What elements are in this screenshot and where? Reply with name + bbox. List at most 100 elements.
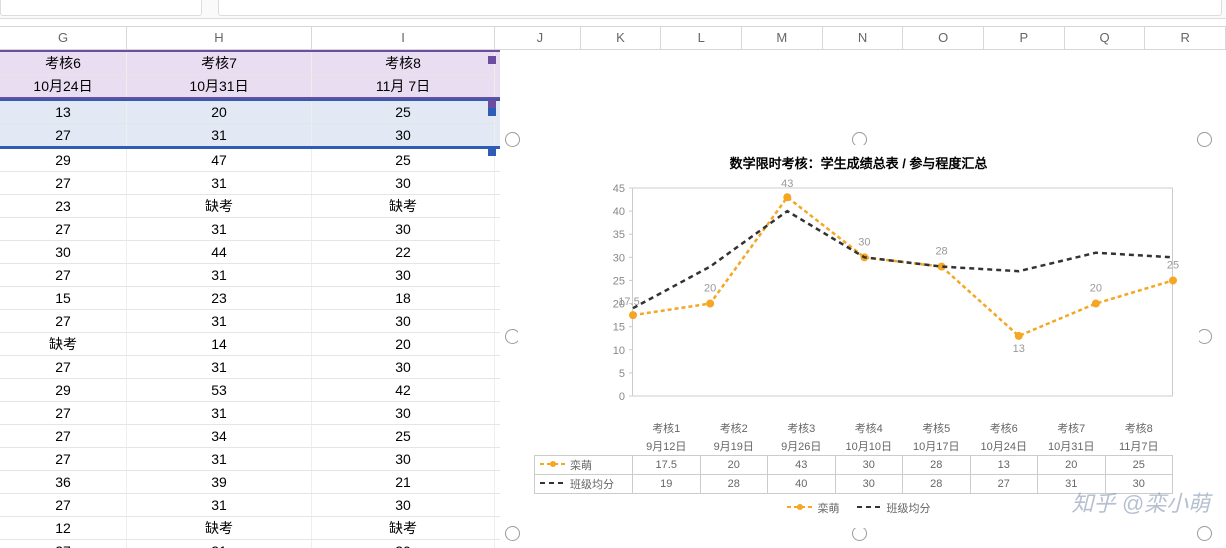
col-header-Q[interactable]: Q — [1065, 27, 1146, 49]
cell[interactable]: 20 — [312, 333, 495, 355]
table-row[interactable]: 12缺考缺考 — [0, 517, 500, 540]
cell[interactable]: 12 — [0, 517, 127, 539]
cell[interactable]: 30 — [312, 402, 495, 424]
col-header-K[interactable]: K — [581, 27, 662, 49]
cell[interactable]: 27 — [0, 494, 127, 516]
cell[interactable]: 考核6 — [0, 52, 127, 74]
col-header-P[interactable]: P — [984, 27, 1065, 49]
cell[interactable]: 44 — [127, 241, 312, 263]
col-header-N[interactable]: N — [823, 27, 904, 49]
table-row[interactable]: 273130 — [0, 540, 500, 548]
cell[interactable]: 25 — [312, 149, 495, 171]
cell[interactable]: 18 — [312, 287, 495, 309]
cell[interactable]: 39 — [127, 471, 312, 493]
cell[interactable]: 27 — [0, 540, 127, 548]
cell[interactable]: 30 — [312, 448, 495, 470]
cell[interactable]: 53 — [127, 379, 312, 401]
table-row[interactable]: 304422 — [0, 241, 500, 264]
cell[interactable]: 31 — [127, 494, 312, 516]
table-header-row[interactable]: 10月24日10月31日11月 7日 — [0, 75, 500, 99]
cell[interactable]: 30 — [0, 241, 127, 263]
table-row[interactable]: 273130 — [0, 124, 500, 149]
selection-handle[interactable] — [488, 56, 496, 64]
cell[interactable]: 34 — [127, 425, 312, 447]
cell[interactable]: 缺考 — [127, 195, 312, 217]
cell[interactable]: 23 — [0, 195, 127, 217]
cell[interactable]: 31 — [127, 356, 312, 378]
col-header-R[interactable]: R — [1145, 27, 1226, 49]
cell[interactable]: 27 — [0, 356, 127, 378]
cell[interactable]: 30 — [312, 218, 495, 240]
cell[interactable]: 10月24日 — [0, 75, 127, 97]
cell[interactable]: 27 — [0, 402, 127, 424]
spreadsheet-grid[interactable]: G H I 考核6考核7考核810月24日10月31日11月 7日1320252… — [0, 26, 500, 548]
chart-object[interactable]: 数学限时考核：学生成绩总表 / 参与程度汇总 05101520253035404… — [512, 139, 1205, 534]
cell[interactable]: 考核8 — [312, 52, 495, 74]
cell[interactable]: 15 — [0, 287, 127, 309]
table-row[interactable]: 缺考1420 — [0, 333, 500, 356]
cell[interactable]: 31 — [127, 218, 312, 240]
cell[interactable]: 30 — [312, 124, 495, 146]
col-header-G[interactable]: G — [0, 27, 127, 49]
cell[interactable]: 31 — [127, 310, 312, 332]
table-row[interactable]: 273130 — [0, 356, 500, 379]
selection-handle[interactable] — [488, 148, 496, 156]
cell[interactable]: 29 — [0, 149, 127, 171]
cell[interactable]: 30 — [312, 494, 495, 516]
cell[interactable]: 27 — [0, 172, 127, 194]
table-row[interactable]: 273130 — [0, 310, 500, 333]
cell[interactable]: 27 — [0, 264, 127, 286]
cell[interactable]: 42 — [312, 379, 495, 401]
cell[interactable]: 27 — [0, 218, 127, 240]
cell[interactable]: 31 — [127, 124, 312, 146]
col-header-I[interactable]: I — [312, 27, 495, 49]
cell[interactable]: 30 — [312, 264, 495, 286]
cell[interactable]: 27 — [0, 310, 127, 332]
cell-reference-box[interactable] — [0, 0, 202, 16]
cell[interactable]: 25 — [312, 101, 495, 123]
col-header-O[interactable]: O — [903, 27, 984, 49]
cell[interactable]: 11月 7日 — [312, 75, 495, 97]
chart-resize-handle[interactable] — [1197, 329, 1212, 344]
table-row[interactable]: 273130 — [0, 402, 500, 425]
table-row[interactable]: 152318 — [0, 287, 500, 310]
table-header-row[interactable]: 考核6考核7考核8 — [0, 50, 500, 75]
cell[interactable]: 27 — [0, 448, 127, 470]
table-row[interactable]: 132025 — [0, 99, 500, 124]
cell[interactable]: 31 — [127, 264, 312, 286]
cell[interactable]: 30 — [312, 310, 495, 332]
table-row[interactable]: 273130 — [0, 218, 500, 241]
cell[interactable]: 31 — [127, 448, 312, 470]
cell[interactable]: 47 — [127, 149, 312, 171]
cell[interactable]: 10月31日 — [127, 75, 312, 97]
cell[interactable]: 27 — [0, 124, 127, 146]
cell[interactable]: 20 — [127, 101, 312, 123]
table-row[interactable]: 273425 — [0, 425, 500, 448]
table-row[interactable]: 273130 — [0, 172, 500, 195]
cell[interactable]: 缺考 — [312, 517, 495, 539]
cell[interactable]: 13 — [0, 101, 127, 123]
selection-handle[interactable] — [488, 100, 496, 108]
cell[interactable]: 缺考 — [312, 195, 495, 217]
formula-input[interactable] — [218, 0, 1222, 16]
col-header-H[interactable]: H — [127, 27, 312, 49]
cell[interactable]: 25 — [312, 425, 495, 447]
col-header-M[interactable]: M — [742, 27, 823, 49]
cell[interactable]: 31 — [127, 402, 312, 424]
col-header-J[interactable]: J — [500, 27, 581, 49]
table-row[interactable]: 295342 — [0, 379, 500, 402]
cell[interactable]: 36 — [0, 471, 127, 493]
table-row[interactable]: 363921 — [0, 471, 500, 494]
cell[interactable]: 22 — [312, 241, 495, 263]
col-header-L[interactable]: L — [661, 27, 742, 49]
table-row[interactable]: 273130 — [0, 448, 500, 471]
table-row[interactable]: 23缺考缺考 — [0, 195, 500, 218]
chart-resize-handle[interactable] — [852, 526, 867, 541]
cell[interactable]: 考核7 — [127, 52, 312, 74]
cell[interactable]: 31 — [127, 540, 312, 548]
table-row[interactable]: 294725 — [0, 149, 500, 172]
cell[interactable]: 31 — [127, 172, 312, 194]
cell[interactable]: 缺考 — [127, 517, 312, 539]
cell[interactable]: 30 — [312, 172, 495, 194]
cell[interactable]: 23 — [127, 287, 312, 309]
